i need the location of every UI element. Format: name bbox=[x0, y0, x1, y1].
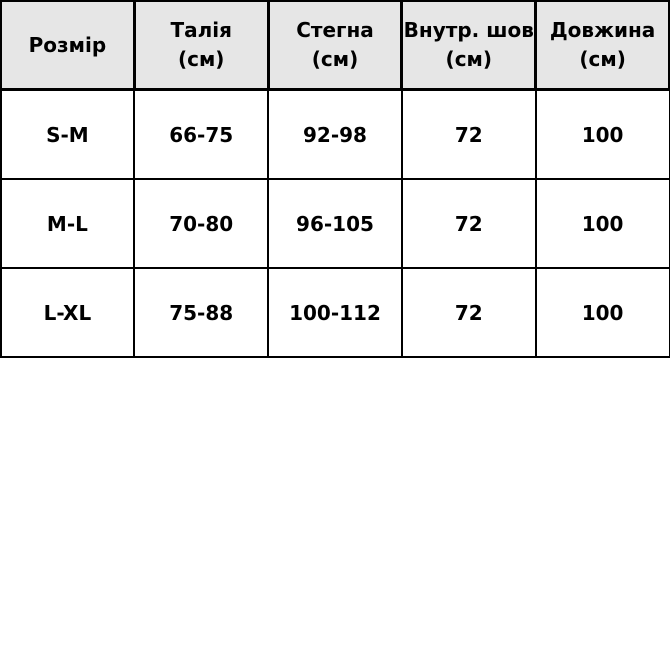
header-unit: (см) bbox=[445, 47, 493, 71]
header-unit: (см) bbox=[579, 47, 626, 71]
header-label: Талія bbox=[170, 18, 232, 42]
header-label: Розмір bbox=[28, 32, 107, 57]
header-waist: Талія (см) bbox=[132, 0, 270, 91]
table-row: S-M 66-75 92-98 72 100 bbox=[0, 88, 670, 180]
cell-size: S-M bbox=[0, 88, 136, 180]
cell-hips: 96-105 bbox=[267, 178, 403, 269]
header-length: Довжина (см) bbox=[534, 0, 670, 91]
cell-hips: 92-98 bbox=[267, 88, 403, 180]
cell-waist: 70-80 bbox=[133, 178, 270, 269]
cell-length: 100 bbox=[534, 88, 670, 180]
table-row: M-L 70-80 96-105 72 100 bbox=[0, 178, 670, 269]
cell-inseam: 72 bbox=[400, 88, 537, 180]
cell-size: L-XL bbox=[0, 267, 136, 358]
cell-waist: 75-88 bbox=[133, 267, 270, 358]
header-label: Довжина bbox=[549, 18, 656, 42]
cell-size: M-L bbox=[0, 178, 136, 269]
cell-length: 100 bbox=[534, 267, 670, 358]
cell-inseam: 72 bbox=[400, 267, 537, 358]
header-inseam: Внутр. шов (см) bbox=[400, 0, 538, 91]
header-size: Розмір bbox=[0, 0, 136, 91]
header-hips: Стегна (см) bbox=[266, 0, 404, 91]
cell-length: 100 bbox=[534, 178, 670, 269]
table-row: L-XL 75-88 100-112 72 100 bbox=[0, 267, 670, 358]
header-unit: (см) bbox=[177, 47, 225, 71]
header-label: Стегна bbox=[296, 18, 374, 42]
cell-inseam: 72 bbox=[400, 178, 537, 269]
header-row: Розмір Талія (см) Стегна (см) Внутр. шов (с… bbox=[0, 0, 670, 91]
header-label: Внутр. шов bbox=[403, 18, 534, 42]
cell-hips: 100-112 bbox=[267, 267, 403, 358]
cell-waist: 66-75 bbox=[133, 88, 270, 180]
size-chart-table: Розмір Талія (см) Стегна (см) Внутр. шов (с… bbox=[0, 0, 670, 358]
header-unit: (см) bbox=[311, 47, 359, 71]
